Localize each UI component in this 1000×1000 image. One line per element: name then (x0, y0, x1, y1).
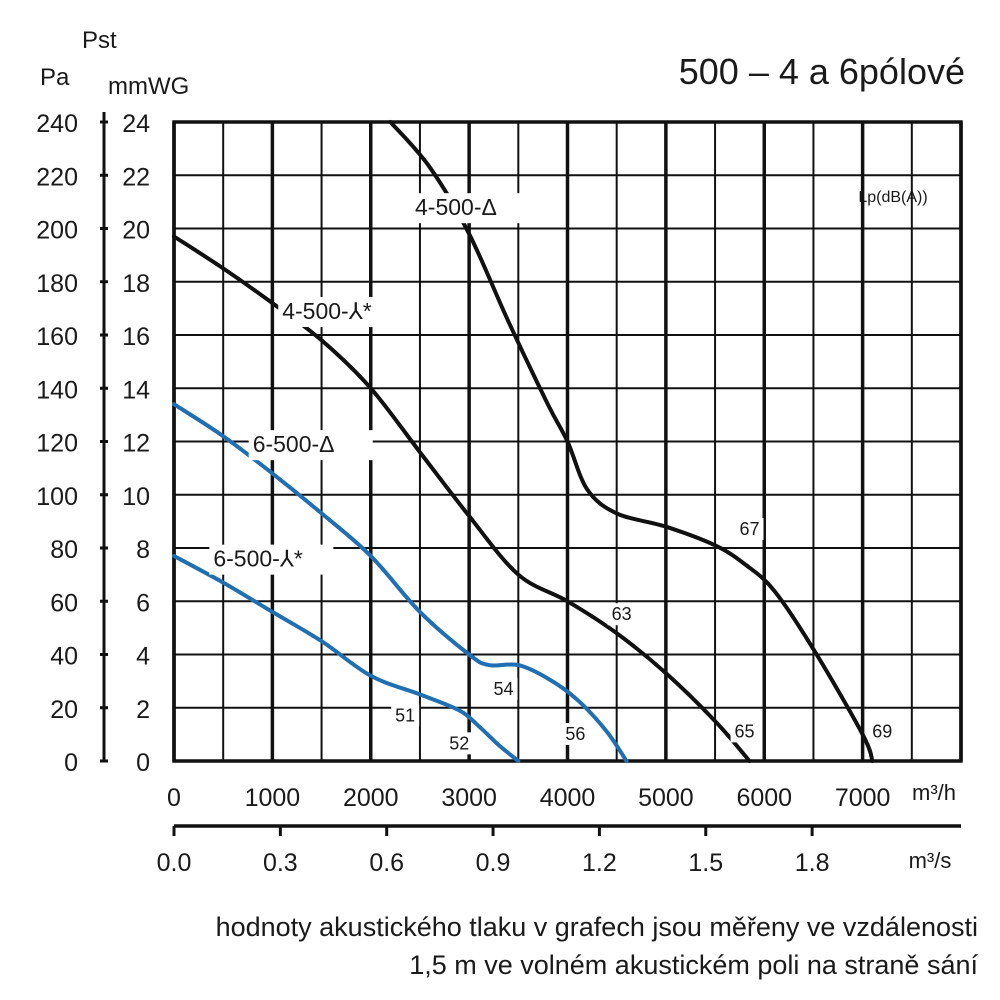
curve-label-bg (278, 297, 403, 328)
noise-label-bg (561, 723, 590, 746)
series-line (172, 402, 629, 763)
x-tick-m3s: 0.9 (476, 849, 511, 877)
x-tick-m3s: 1.2 (582, 849, 617, 877)
y-tick-pa: 60 (50, 589, 78, 617)
noise-label-bg (445, 732, 474, 755)
y-tick-mmwg: 22 (122, 163, 150, 191)
y-tick-mmwg: 12 (122, 430, 150, 458)
curve-name-label: 4-500-Δ (415, 194, 497, 220)
curve-name-label: 4-500-⅄* (282, 298, 372, 324)
noise-value-label: 63 (612, 604, 632, 624)
x-tick-m3h: 3000 (441, 784, 497, 812)
y-tick-mmwg: 18 (122, 270, 150, 298)
y-axis-title: Pst (82, 27, 117, 54)
y-tick-mmwg: 2 (136, 696, 150, 724)
noise-value-label: 69 (872, 721, 892, 741)
y-tick-pa: 160 (36, 323, 78, 351)
x-units-m3s: m³/s (909, 848, 952, 873)
footnote-line-1: hodnoty akustického tlaku v grafech jsou… (215, 912, 978, 942)
y-tick-pa: 80 (50, 536, 78, 564)
x-tick-m3s: 1.5 (688, 849, 723, 877)
noise-value-label: 54 (494, 679, 514, 699)
y-tick-mmwg: 24 (122, 110, 150, 138)
y-units-mmwg: mmWG (108, 73, 189, 100)
y-tick-pa: 20 (50, 696, 78, 724)
y-tick-pa: 200 (36, 217, 78, 245)
y-tick-mmwg: 10 (122, 483, 150, 511)
noise-label-bg (730, 720, 759, 743)
y-tick-mmwg: 8 (136, 536, 150, 564)
y-tick-pa: 40 (50, 643, 78, 671)
y-tick-mmwg: 16 (122, 323, 150, 351)
y-tick-pa: 240 (36, 110, 78, 138)
noise-value-label: 52 (449, 733, 469, 753)
noise-value-label: 56 (565, 724, 585, 744)
x-tick-m3h: 6000 (736, 784, 792, 812)
series-lines (172, 120, 875, 763)
y-tick-pa: 0 (64, 749, 78, 777)
curve-label-bg (248, 430, 373, 461)
y-tick-pa: 100 (36, 483, 78, 511)
noise-label-bg (735, 518, 764, 541)
curve-labels: 67 69 63 65 54 56 51 52 4-500-Δ 4-500-⅄* 6-500-Δ 6-… (209, 193, 897, 755)
series-line (172, 234, 752, 763)
y-tick-pa: 120 (36, 430, 78, 458)
x-tick-m3h: 7000 (835, 784, 891, 812)
y-tick-mmwg: 14 (122, 376, 150, 404)
x-tick-m3h: 0 (167, 784, 181, 812)
noise-label: Lp(dB(A)) (858, 189, 927, 206)
y-tick-mmwg: 20 (122, 217, 150, 245)
y-tick-mmwg: 0 (136, 749, 150, 777)
noise-value-label: 51 (395, 705, 415, 725)
x-tick-m3s: 0.6 (369, 849, 404, 877)
axes: 0022044066088010100121201414016160181802… (36, 110, 961, 877)
x-tick-m3h: 5000 (638, 784, 694, 812)
y-tick-pa: 140 (36, 376, 78, 404)
x-tick-m3s: 0.0 (157, 849, 192, 877)
x-tick-m3s: 1.8 (795, 849, 830, 877)
noise-value-label: 65 (735, 721, 755, 741)
plot-frame (172, 120, 963, 763)
y-units-pa: Pa (40, 64, 70, 91)
chart-title: 500 – 4 a 6pólové (679, 51, 965, 92)
noise-label-bg (391, 704, 420, 727)
x-units-m3h: m³/h (912, 780, 956, 805)
x-tick-m3h: 1000 (245, 784, 301, 812)
x-tick-m3s: 0.3 (263, 849, 298, 877)
curve-label-bg (411, 193, 536, 224)
curve-label-bg (209, 544, 334, 575)
noise-label-bg (607, 603, 636, 626)
y-tick-pa: 180 (36, 270, 78, 298)
noise-label-bg (489, 677, 518, 700)
noise-value-label: 67 (739, 519, 759, 539)
noise-label-bg (868, 720, 897, 743)
x-tick-m3h: 4000 (540, 784, 596, 812)
series-line (172, 554, 521, 763)
x-tick-m3h: 2000 (343, 784, 399, 812)
y-tick-mmwg: 6 (136, 589, 150, 617)
y-tick-pa: 220 (36, 163, 78, 191)
series-line (388, 120, 875, 763)
curve-name-label: 6-500-Δ (253, 431, 335, 457)
curve-name-label: 6-500-⅄* (213, 546, 303, 572)
footnote-line-2: 1,5 m ve volném akustickém poli na stran… (409, 950, 978, 980)
y-tick-mmwg: 4 (136, 643, 150, 671)
